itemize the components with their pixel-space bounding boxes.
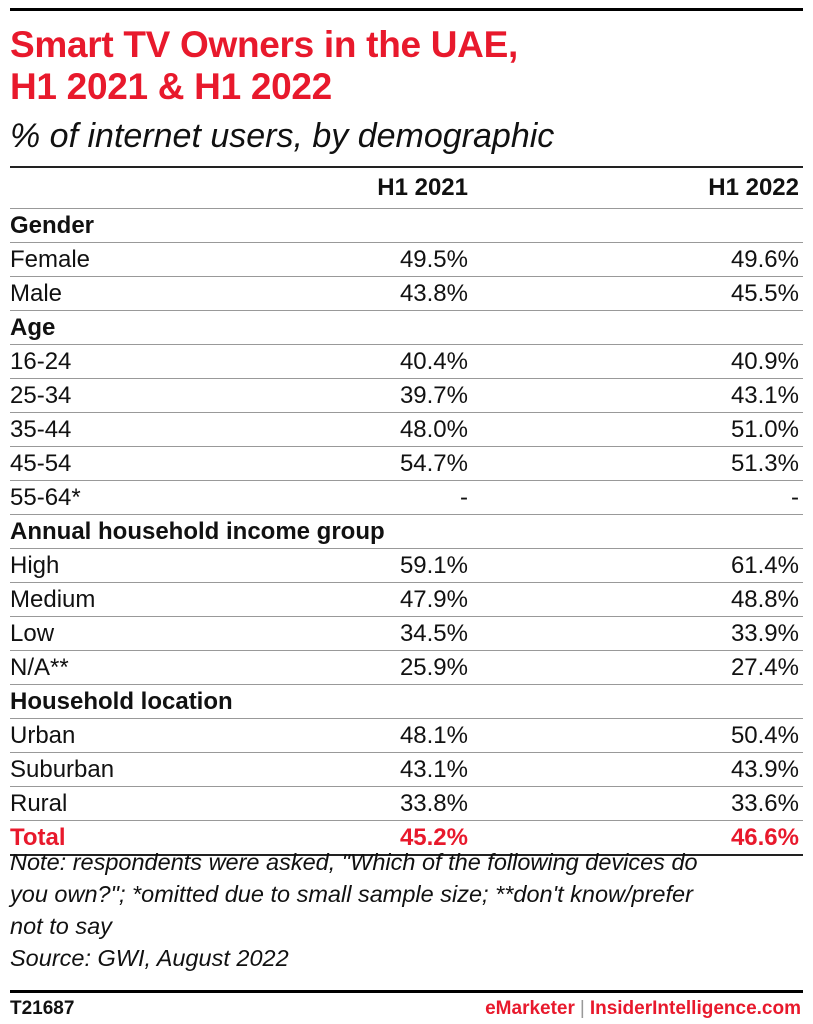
title-line-2: H1 2021 & H1 2022	[10, 66, 332, 107]
row-label: Suburban	[10, 755, 115, 783]
value-h1-2022: -	[791, 483, 799, 511]
brand-emarketer: eMarketer	[485, 998, 575, 1019]
row-label: High	[10, 551, 60, 579]
source-line: Source: GWI, August 2022	[10, 945, 289, 971]
footer-rule	[10, 990, 803, 993]
note-line-1: Note: respondents were asked, "Which of …	[10, 849, 698, 875]
value-h1-2022: 40.9%	[730, 347, 799, 375]
table-row: Male 43.8% 45.5%	[10, 277, 803, 311]
table-section-row: Gender	[10, 209, 803, 243]
notes-block: Note: respondents were asked, "Which of …	[10, 846, 805, 974]
table-row: 55-64* - -	[10, 481, 803, 515]
row-label: Male	[10, 279, 63, 307]
value-h1-2022: 49.6%	[730, 245, 799, 273]
section-label: Gender	[10, 211, 95, 239]
row-label: 16-24	[10, 347, 72, 375]
table-row: Medium 47.9% 48.8%	[10, 583, 803, 617]
value-h1-2021: -	[460, 483, 468, 511]
value-h1-2022: 43.9%	[730, 755, 799, 783]
table-body: Gender Female 49.5% 49.6% Male 43.8% 45.5% Age 1…	[10, 209, 803, 856]
table-row: 16-24 40.4% 40.9%	[10, 345, 803, 379]
table-row: Urban 48.1% 50.4%	[10, 719, 803, 753]
row-label: Female	[10, 245, 91, 273]
top-rule	[10, 8, 803, 11]
value-h1-2021: 59.1%	[399, 551, 468, 579]
value-h1-2022: 61.4%	[730, 551, 799, 579]
table-row: 25-34 39.7% 43.1%	[10, 379, 803, 413]
section-label: Household location	[10, 687, 233, 715]
value-h1-2021: 45.2%	[399, 823, 468, 851]
brand-separator: |	[579, 998, 585, 1019]
row-label: 55-64*	[10, 483, 81, 511]
value-h1-2022: 33.6%	[730, 789, 799, 817]
table-row: High 59.1% 61.4%	[10, 549, 803, 583]
data-table: H1 2021 H1 2022 Gender Female 49.5% 49.6% Ma…	[10, 166, 803, 856]
value-h1-2022: 48.8%	[730, 585, 799, 613]
row-label: Urban	[10, 721, 76, 749]
row-label: Rural	[10, 789, 68, 817]
table-row: Rural 33.8% 33.6%	[10, 787, 803, 821]
brand-insiderintelligence: InsiderIntelligence.com	[589, 998, 801, 1019]
table-row: Female 49.5% 49.6%	[10, 243, 803, 277]
chart-subtitle: % of internet users, by demographic	[10, 117, 555, 155]
title-line-1: Smart TV Owners in the UAE,	[10, 24, 518, 65]
table-section-row: Household location	[10, 685, 803, 719]
value-h1-2021: 43.8%	[399, 279, 468, 307]
table-total-row: Total 45.2% 46.6%	[10, 821, 803, 856]
value-h1-2021: 49.5%	[399, 245, 468, 273]
footer-brand: eMarketer | InsiderIntelligence.com	[485, 998, 801, 1020]
note-line-3: not to say	[10, 913, 112, 939]
value-h1-2021: 48.0%	[399, 415, 468, 443]
value-h1-2021: 25.9%	[399, 653, 468, 681]
table-row: N/A** 25.9% 27.4%	[10, 651, 803, 685]
row-label: Total	[10, 823, 66, 851]
chart-title: Smart TV Owners in the UAE, H1 2021 & H1…	[10, 24, 800, 108]
value-h1-2022: 43.1%	[730, 381, 799, 409]
table-header-row: H1 2021 H1 2022	[10, 168, 803, 209]
value-h1-2022: 46.6%	[730, 823, 799, 851]
section-label: Age	[10, 313, 56, 341]
note-line-2: you own?"; *omitted due to small sample …	[10, 881, 693, 907]
table-row: Suburban 43.1% 43.9%	[10, 753, 803, 787]
table-row: Low 34.5% 33.9%	[10, 617, 803, 651]
table-row: 35-44 48.0% 51.0%	[10, 413, 803, 447]
row-label: Low	[10, 619, 55, 647]
row-label: N/A**	[10, 653, 69, 681]
value-h1-2022: 51.0%	[730, 415, 799, 443]
table-section-row: Annual household income group	[10, 515, 803, 549]
value-h1-2021: 40.4%	[399, 347, 468, 375]
row-label: 35-44	[10, 415, 72, 443]
section-label: Annual household income group	[10, 517, 385, 545]
value-h1-2022: 50.4%	[730, 721, 799, 749]
value-h1-2021: 33.8%	[399, 789, 468, 817]
value-h1-2022: 45.5%	[730, 279, 799, 307]
row-label: 45-54	[10, 449, 72, 477]
value-h1-2021: 54.7%	[399, 449, 468, 477]
column-header-h1-2022: H1 2022	[708, 174, 799, 201]
row-label: 25-34	[10, 381, 72, 409]
value-h1-2022: 33.9%	[730, 619, 799, 647]
chart-id: T21687	[10, 998, 75, 1019]
value-h1-2021: 34.5%	[399, 619, 468, 647]
table-row: 45-54 54.7% 51.3%	[10, 447, 803, 481]
row-label: Medium	[10, 585, 96, 613]
value-h1-2021: 43.1%	[399, 755, 468, 783]
column-header-h1-2021: H1 2021	[377, 174, 468, 201]
value-h1-2022: 27.4%	[730, 653, 799, 681]
value-h1-2021: 48.1%	[399, 721, 468, 749]
table-section-row: Age	[10, 311, 803, 345]
value-h1-2021: 39.7%	[399, 381, 468, 409]
value-h1-2021: 47.9%	[399, 585, 468, 613]
table-top-rule	[10, 166, 803, 168]
value-h1-2022: 51.3%	[730, 449, 799, 477]
